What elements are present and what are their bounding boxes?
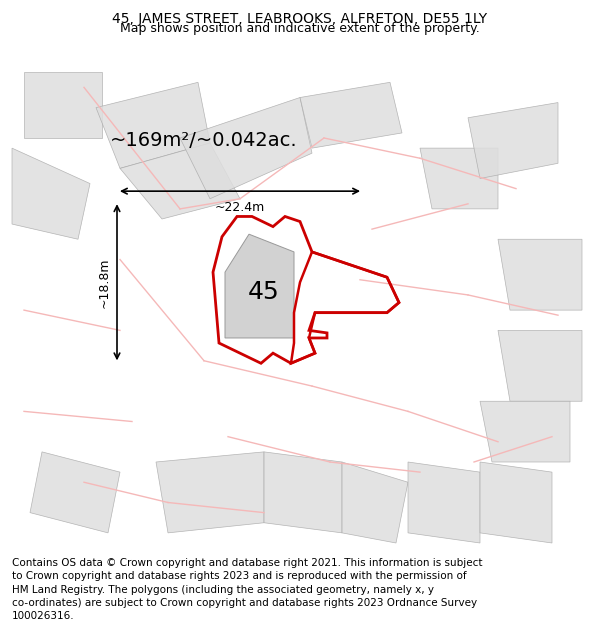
Text: ~22.4m: ~22.4m [215, 201, 265, 214]
Polygon shape [420, 148, 498, 209]
Text: to Crown copyright and database rights 2023 and is reproduced with the permissio: to Crown copyright and database rights 2… [12, 571, 467, 581]
Polygon shape [24, 72, 102, 138]
Polygon shape [468, 102, 558, 179]
Polygon shape [264, 452, 342, 533]
Polygon shape [480, 401, 570, 462]
Polygon shape [225, 234, 294, 338]
Text: 45: 45 [248, 281, 280, 304]
Text: Contains OS data © Crown copyright and database right 2021. This information is : Contains OS data © Crown copyright and d… [12, 558, 482, 568]
Polygon shape [12, 148, 90, 239]
Text: 100026316.: 100026316. [12, 611, 74, 621]
Text: HM Land Registry. The polygons (including the associated geometry, namely x, y: HM Land Registry. The polygons (includin… [12, 585, 434, 595]
Polygon shape [342, 462, 408, 543]
Text: co-ordinates) are subject to Crown copyright and database rights 2023 Ordnance S: co-ordinates) are subject to Crown copyr… [12, 598, 477, 608]
Text: ~169m²/~0.042ac.: ~169m²/~0.042ac. [110, 131, 298, 150]
Polygon shape [96, 82, 210, 168]
Polygon shape [180, 98, 312, 199]
Polygon shape [300, 82, 402, 148]
Polygon shape [480, 462, 552, 543]
Polygon shape [120, 143, 240, 219]
Polygon shape [498, 239, 582, 310]
Polygon shape [498, 331, 582, 401]
Text: Map shows position and indicative extent of the property.: Map shows position and indicative extent… [120, 22, 480, 35]
Polygon shape [156, 452, 264, 533]
Text: ~18.8m: ~18.8m [98, 257, 111, 308]
Polygon shape [408, 462, 480, 543]
Text: 45, JAMES STREET, LEABROOKS, ALFRETON, DE55 1LY: 45, JAMES STREET, LEABROOKS, ALFRETON, D… [112, 12, 488, 26]
Polygon shape [30, 452, 120, 533]
